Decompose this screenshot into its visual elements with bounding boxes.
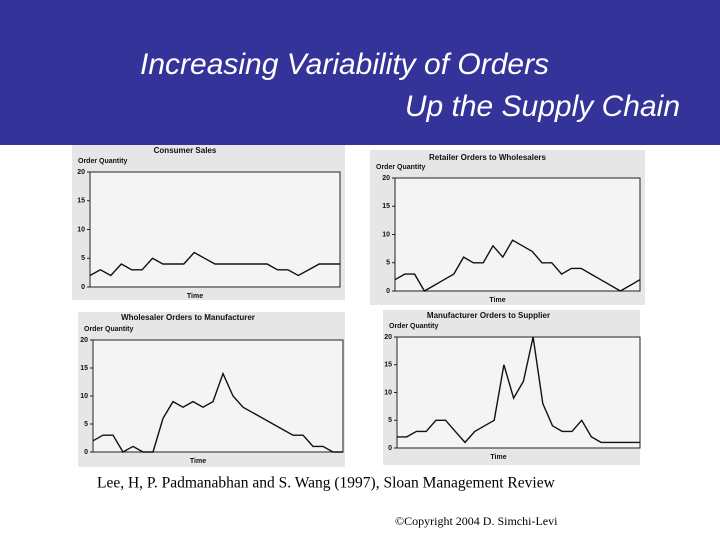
y-tick-label: 20 — [80, 337, 88, 344]
plot-area — [394, 177, 641, 292]
y-tick-label: 20 — [384, 334, 392, 341]
y-axis-label: Order Quantity — [376, 164, 426, 171]
chart-title: Manufacturer Orders to Supplier — [427, 311, 550, 320]
chart-title: Wholesaler Orders to Manufacturer — [121, 313, 255, 322]
citation: Lee, H, P. Padmanabhan and S. Wang (1997… — [97, 475, 556, 492]
data-line — [92, 371, 343, 453]
y-tick-label: 5 — [388, 417, 392, 424]
data-line — [394, 239, 641, 292]
y-tick-label: 10 — [382, 231, 390, 238]
y-tick-label: 10 — [384, 389, 392, 396]
y-tick-label: 15 — [77, 198, 85, 205]
x-axis-label: Time — [490, 454, 506, 461]
y-axis-label: Order Quantity — [84, 326, 134, 333]
header-band — [0, 0, 720, 145]
data-line — [89, 251, 340, 277]
y-tick-label: 0 — [81, 284, 85, 291]
y-tick-label: 15 — [382, 203, 390, 210]
x-axis-label: Time — [190, 458, 206, 465]
chart-title: Consumer Sales — [154, 146, 217, 155]
y-tick-label: 5 — [386, 260, 390, 267]
y-tick-label: 10 — [77, 226, 85, 233]
y-tick-label: 15 — [384, 362, 392, 369]
y-tick-label: 20 — [382, 175, 390, 182]
y-tick-label: 10 — [80, 393, 88, 400]
x-axis-label: Time — [187, 293, 203, 300]
copyright: ©Copyright 2004 D. Simchi-Levi — [395, 514, 558, 528]
x-axis-label: Time — [489, 297, 505, 304]
plot-area — [92, 339, 344, 453]
plot-area — [89, 171, 341, 288]
plot-area — [396, 336, 641, 449]
data-line — [397, 336, 640, 444]
y-axis-label: Order Quantity — [78, 158, 128, 165]
y-tick-label: 20 — [77, 169, 85, 176]
slide-title-line: Up the Supply Chain — [405, 90, 680, 123]
chart-title: Retailer Orders to Wholesalers — [429, 153, 546, 162]
y-tick-label: 0 — [84, 449, 88, 456]
y-tick-label: 0 — [388, 445, 392, 452]
y-tick-label: 5 — [84, 421, 88, 428]
y-tick-label: 5 — [81, 255, 85, 262]
y-axis-label: Order Quantity — [389, 323, 439, 330]
y-tick-label: 15 — [80, 365, 88, 372]
slide-title-line: Increasing Variability of Orders — [140, 48, 549, 81]
y-tick-label: 0 — [386, 288, 390, 295]
